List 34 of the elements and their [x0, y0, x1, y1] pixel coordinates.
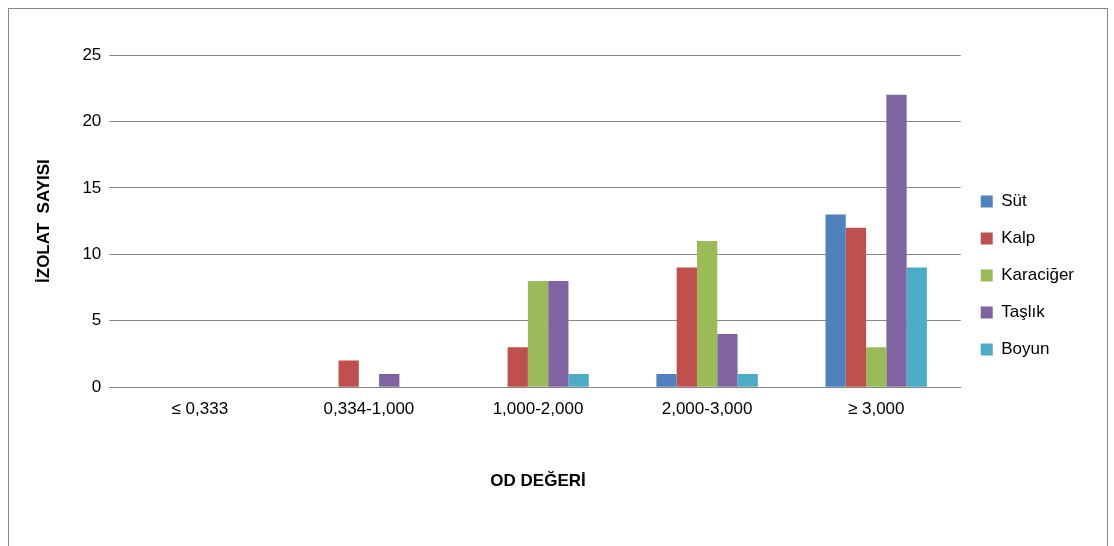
bar — [886, 94, 907, 387]
legend-label: Taşlık — [1001, 302, 1046, 322]
bar — [568, 373, 589, 387]
bar — [676, 267, 697, 387]
legend-label: Karaciğer — [1001, 265, 1075, 285]
y-tick-label: 20 — [82, 111, 102, 131]
y-tick-label: 5 — [91, 310, 102, 330]
bar — [737, 373, 758, 387]
bar — [906, 267, 927, 387]
x-tick-label: ≥ 3,000 — [847, 399, 905, 419]
legend-label: Süt — [1001, 191, 1028, 211]
y-tick-label: 0 — [91, 376, 102, 396]
x-tick-label: 2,000-3,000 — [661, 399, 753, 419]
legend-label: Boyun — [1001, 339, 1050, 359]
x-tick-label: 0,334-1,000 — [323, 399, 415, 419]
x-axis-title: OD DEĞERİ — [490, 471, 586, 491]
bar — [527, 280, 549, 387]
x-tick-label: ≤ 0,333 — [171, 399, 229, 419]
y-axis-title: İZOLAT SAYISI — [33, 159, 53, 283]
legend-label: Kalp — [1001, 228, 1036, 248]
bar — [696, 241, 718, 387]
x-tick-label: 1,000-2,000 — [492, 399, 584, 419]
bar — [825, 214, 846, 387]
y-tick-label: 15 — [82, 177, 102, 197]
bar — [656, 373, 677, 387]
bar — [717, 334, 738, 387]
bar — [866, 347, 887, 387]
bar — [845, 227, 867, 387]
bar — [379, 373, 400, 387]
bar — [338, 360, 359, 387]
bar — [548, 280, 569, 387]
y-tick-label: 10 — [82, 244, 102, 264]
bar — [507, 347, 528, 387]
y-tick-label: 25 — [82, 44, 102, 64]
